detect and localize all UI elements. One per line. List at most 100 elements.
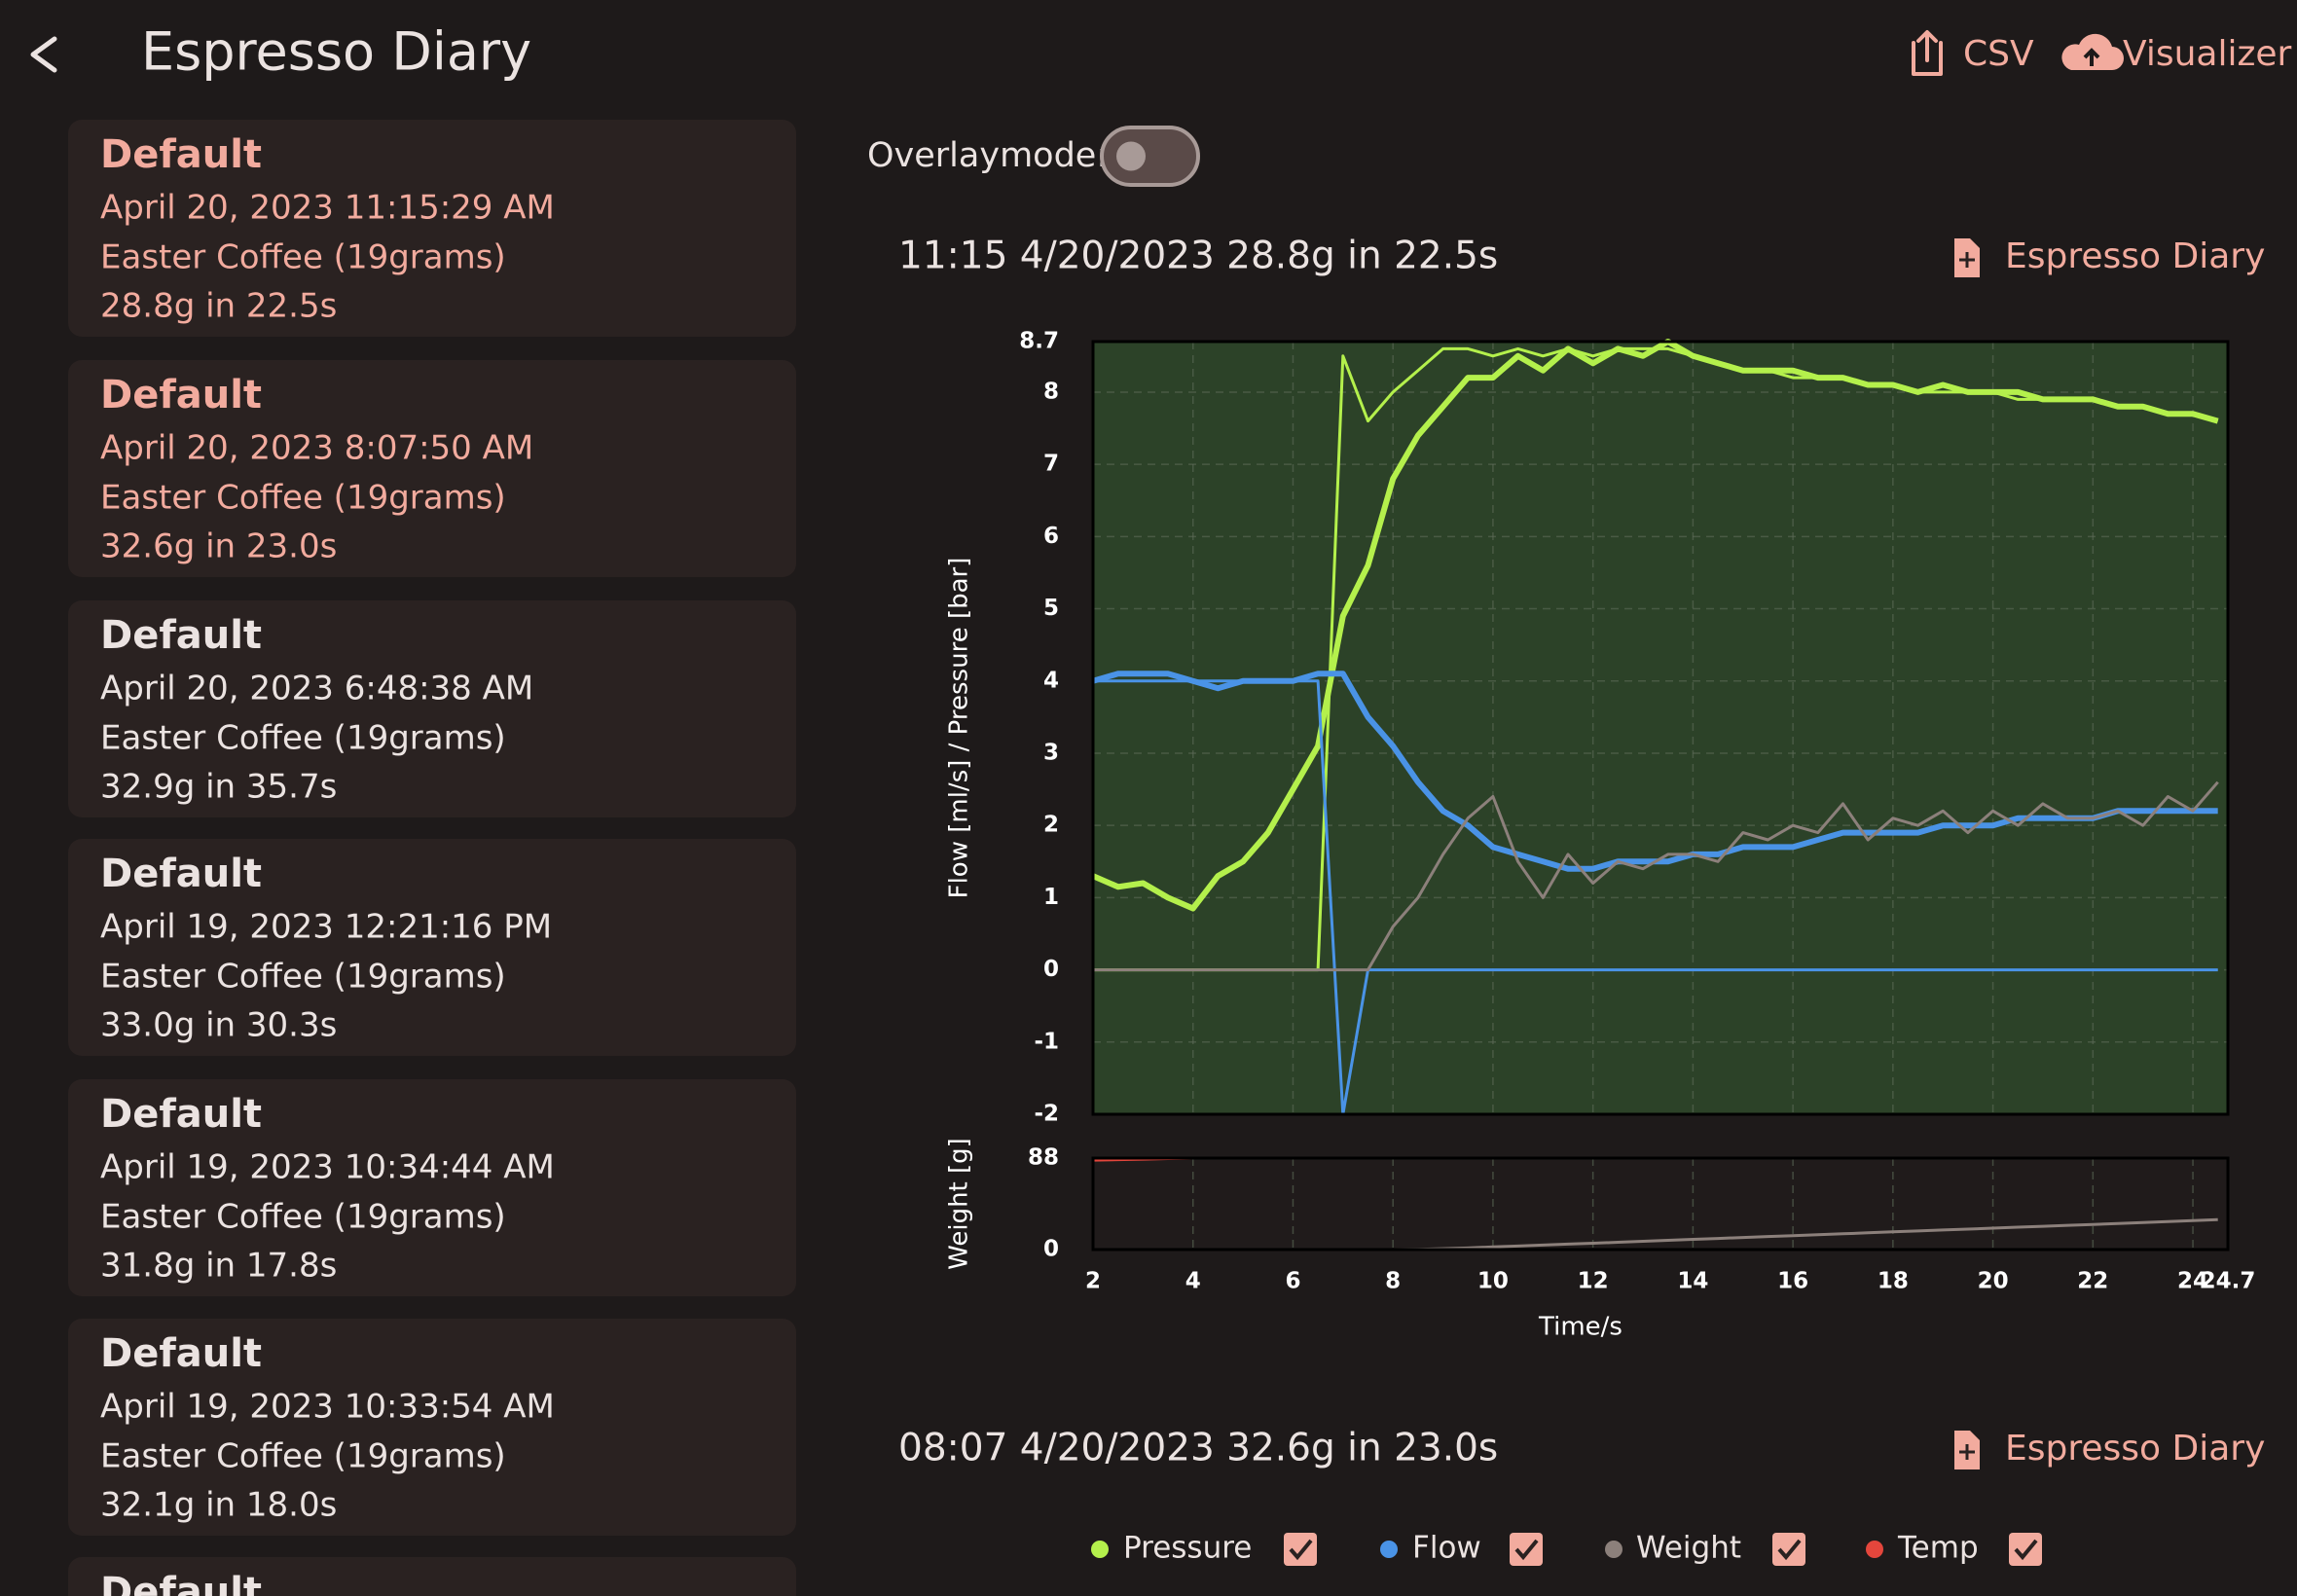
shot-result: 32.9g in 35.7s: [100, 768, 337, 807]
app-title: Espresso Diary: [141, 21, 531, 83]
series-line: [1093, 780, 2219, 972]
checkmark: [1289, 1539, 1313, 1561]
series-line: [1091, 339, 2219, 912]
y-tick-label: -2: [1034, 1102, 1059, 1127]
shot-card[interactable]: Default: [68, 1557, 796, 1596]
plot-area: [1093, 1158, 2228, 1250]
x-axis-label: Time/s: [1538, 1313, 1622, 1342]
x-tick-label: 16: [1777, 1269, 1808, 1294]
legend-item[interactable]: Temp: [1866, 1531, 2042, 1567]
shot-card[interactable]: Default April 20, 2023 8:07:50 AM Easter C…: [68, 360, 796, 577]
toggle-thumb: [1116, 141, 1146, 171]
card-background: [68, 120, 796, 337]
shot-list: Default April 20, 2023 11:15:29 AM Easter …: [68, 120, 796, 1596]
x-tick-label: 18: [1878, 1269, 1909, 1294]
checkmark: [1777, 1539, 1802, 1561]
y-tick-label: 5: [1043, 596, 1059, 621]
diary-link-label: Espresso Diary: [2005, 236, 2265, 276]
shot-card[interactable]: Default April 20, 2023 11:15:29 AM Easter …: [68, 120, 796, 337]
x-tick-label: 8: [1385, 1269, 1401, 1294]
legend-checkbox[interactable]: [2009, 1533, 2042, 1566]
back-button[interactable]: [30, 36, 57, 73]
legend-checkbox[interactable]: [1772, 1533, 1805, 1566]
y-tick-label: 1: [1043, 885, 1059, 910]
y-axis-label: Weight [g]: [945, 1138, 974, 1270]
x-tick-label: 24: [2177, 1269, 2208, 1294]
shot-profile: Default: [100, 613, 262, 658]
shot-date: April 20, 2023 6:48:38 AM: [100, 670, 533, 708]
y-tick-label: 4: [1043, 668, 1059, 693]
card-background: [68, 360, 796, 577]
legend-dot: [1605, 1541, 1622, 1558]
overlay-toggle[interactable]: [1100, 126, 1200, 187]
y-tick-label: -1: [1034, 1029, 1059, 1054]
shot-card[interactable]: Default April 19, 2023 10:34:44 AM Easter …: [68, 1079, 796, 1296]
shot-result: 28.8g in 22.5s: [100, 287, 337, 326]
card-background: [68, 1319, 796, 1536]
shot-result: 32.6g in 23.0s: [100, 527, 337, 566]
shot-card[interactable]: Default April 19, 2023 12:21:16 PM Easter …: [68, 839, 796, 1056]
plot-border: [1091, 1156, 2230, 1251]
shot-chart: 11:15 4/20/2023 28.8g in 22.5s Espresso D…: [898, 235, 2265, 1470]
y-tick-label: 8.7: [1019, 329, 1059, 354]
y-axis-label: Flow [ml/s] / Pressure [bar]: [945, 558, 974, 899]
y-tick-label: 6: [1043, 524, 1059, 549]
shot-card[interactable]: Default April 20, 2023 6:48:38 AM Easter C…: [68, 600, 796, 817]
upload-arrow: [2083, 48, 2100, 66]
legend-label: Flow: [1412, 1531, 1481, 1566]
x-tick-label: 12: [1578, 1269, 1609, 1294]
card-background: [68, 600, 796, 817]
card-background: [68, 1079, 796, 1296]
x-tick-label: 20: [1978, 1269, 2009, 1294]
shot-date: April 19, 2023 12:21:16 PM: [100, 908, 552, 947]
csv-label: CSV: [1963, 34, 2034, 74]
y-tick-label: 3: [1043, 740, 1059, 765]
visualizer-button[interactable]: Visualizer: [2061, 33, 2292, 74]
x-tick-label: 4: [1185, 1269, 1201, 1294]
y-tick-label: 8: [1043, 379, 1059, 404]
x-tick-label: 24.7: [2201, 1269, 2256, 1294]
shot-card[interactable]: Default April 19, 2023 10:33:54 AM Easter …: [68, 1319, 796, 1536]
y-tick-label: 88: [1028, 1145, 1059, 1171]
legend-dot: [1380, 1541, 1398, 1558]
shot-coffee: Easter Coffee (19grams): [100, 479, 506, 518]
shot-coffee: Easter Coffee (19grams): [100, 1198, 506, 1237]
diary-link-label: Espresso Diary: [2005, 1429, 2265, 1469]
diary-link[interactable]: Espresso Diary: [1954, 1429, 2265, 1469]
legend-checkbox[interactable]: [1510, 1533, 1543, 1566]
shot-profile: Default: [100, 852, 262, 896]
shot-result: 32.1g in 18.0s: [100, 1486, 337, 1525]
legend-label: Temp: [1897, 1531, 1979, 1566]
share-icon: [1912, 30, 1943, 76]
legend-checkbox[interactable]: [1284, 1533, 1317, 1566]
shot-title: 08:07 4/20/2023 32.6g in 23.0s: [898, 1427, 1498, 1470]
legend-item[interactable]: Flow: [1380, 1531, 1543, 1567]
checkmark: [1514, 1539, 1539, 1561]
shot-date: April 20, 2023 8:07:50 AM: [100, 429, 533, 468]
shot-profile: Default: [100, 1570, 262, 1596]
csv-button[interactable]: CSV: [1912, 30, 2034, 76]
x-tick-label: 10: [1477, 1269, 1509, 1294]
shot-profile: Default: [100, 1092, 262, 1137]
shot-coffee: Easter Coffee (19grams): [100, 238, 506, 277]
chart-panel: -2 -1 0 1 2 3 4 5 6 7 8 8.7 Flow [ml/s] / Pressure […: [945, 329, 2230, 1127]
y-tick-label: 0: [1043, 1237, 1059, 1262]
visualizer-label: Visualizer: [2123, 34, 2292, 74]
shot-profile: Default: [100, 132, 262, 177]
shot-profile: Default: [100, 1331, 262, 1376]
legend-dot: [1091, 1541, 1109, 1558]
shot-coffee: Easter Coffee (19grams): [100, 719, 506, 758]
shot-date: April 20, 2023 11:15:29 AM: [100, 189, 555, 228]
plus-icon: [1959, 1444, 1975, 1460]
shot-profile: Default: [100, 373, 262, 417]
legend-item[interactable]: Weight: [1605, 1531, 1805, 1567]
shot-date: April 19, 2023 10:33:54 AM: [100, 1388, 555, 1427]
diary-link[interactable]: Espresso Diary: [1954, 236, 2265, 277]
y-tick-label: 0: [1043, 957, 1059, 982]
card-background: [68, 1557, 796, 1596]
legend-item[interactable]: Pressure: [1091, 1531, 1317, 1567]
plus-icon: [1959, 252, 1975, 268]
shot-date: April 19, 2023 10:34:44 AM: [100, 1148, 555, 1187]
